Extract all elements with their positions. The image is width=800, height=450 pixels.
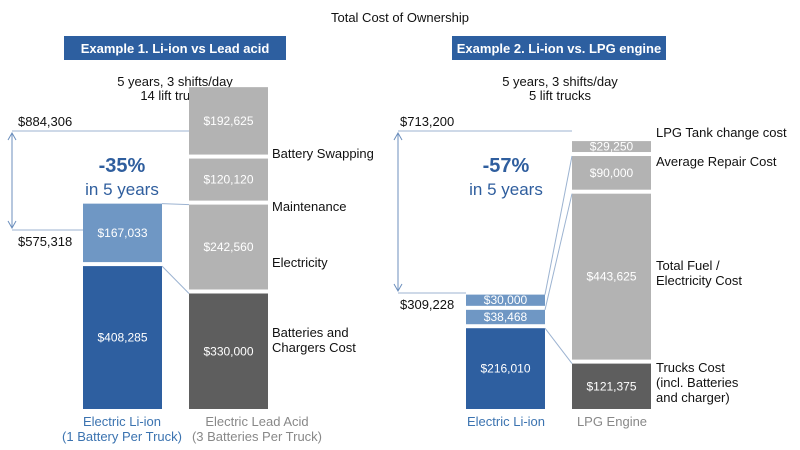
segment-label: Battery Swapping: [272, 146, 374, 161]
bar-value-label: $90,000: [590, 166, 634, 180]
reduction-period: in 5 years: [85, 180, 159, 199]
bar-value-label: $121,375: [586, 379, 636, 393]
bar-segment: [572, 193, 651, 360]
bar-value-label: $443,625: [586, 270, 636, 284]
bar-segment: [572, 156, 651, 190]
example-subtitle: 5 lift trucks: [529, 88, 592, 103]
category-label: Electric Lead Acid: [205, 414, 308, 429]
total-low: $309,228: [400, 297, 454, 312]
bar-value-label: $408,285: [97, 331, 147, 345]
example-banner-2: [452, 36, 666, 60]
bar-segment: [83, 203, 162, 263]
example-subtitle: 5 years, 3 shifts/day: [502, 74, 618, 89]
bar-segment: [83, 266, 162, 409]
segment-label: LPG Tank change cost: [656, 125, 787, 140]
bar-value-label: $242,560: [203, 240, 253, 254]
bar-segment: [189, 87, 268, 155]
connector-line: [544, 155, 573, 295]
segment-label: Electricity Cost: [656, 273, 742, 288]
total-low: $575,318: [18, 234, 72, 249]
example-banner-title: Example 1. Li-ion vs Lead acid: [81, 41, 270, 56]
segment-label: Average Repair Cost: [656, 154, 777, 169]
example-banner-title: Example 2. Li-ion vs. LPG engine: [457, 41, 661, 56]
category-label: Electric Li-ion: [83, 414, 161, 429]
bar-segment: [189, 158, 268, 201]
bar-value-label: $167,033: [97, 226, 147, 240]
category-label: (1 Battery Per Truck): [62, 429, 182, 444]
arrow-head-up: [393, 131, 403, 141]
category-label: LPG Engine: [577, 414, 647, 429]
arrow-head-up: [7, 131, 17, 141]
bar-segment: [466, 294, 545, 306]
bar-value-label: $30,000: [484, 293, 528, 307]
arrow-head-down: [7, 220, 17, 230]
bar-segment: [189, 293, 268, 409]
bar-segment: [189, 204, 268, 290]
total-high: $713,200: [400, 114, 454, 129]
bar-segment: [466, 328, 545, 409]
segment-label: Chargers Cost: [272, 340, 356, 355]
bar-value-label: $120,120: [203, 173, 253, 187]
segment-label: Total Fuel /: [656, 258, 720, 273]
reduction-percent: -57%: [483, 155, 530, 177]
reduction-period: in 5 years: [469, 180, 543, 199]
bar-segment: [466, 309, 545, 325]
category-label: (3 Batteries Per Truck): [192, 429, 322, 444]
example-subtitle: 5 years, 3 shifts/day: [117, 74, 233, 89]
bar-value-label: $29,250: [590, 140, 634, 154]
connector-line: [161, 203, 190, 206]
connector-line: [544, 193, 573, 310]
segment-label: Batteries and: [272, 325, 349, 340]
bar-segment: [572, 363, 651, 409]
example-banner-1: [64, 36, 286, 60]
bar-value-label: $192,625: [203, 114, 253, 128]
segment-label: (incl. Batteries: [656, 375, 739, 390]
segment-label: and charger): [656, 390, 730, 405]
bar-segment: [572, 141, 651, 153]
segment-label: Electricity: [272, 255, 328, 270]
reduction-percent: -35%: [99, 155, 146, 177]
arrow-head-down: [393, 283, 403, 293]
connector-line: [544, 327, 573, 364]
segment-label: Maintenance: [272, 199, 346, 214]
connector-line: [161, 265, 190, 294]
bar-value-label: $38,468: [484, 310, 528, 324]
chart-title: Total Cost of Ownership: [331, 10, 469, 25]
segment-label: Trucks Cost: [656, 360, 725, 375]
bar-value-label: $216,010: [480, 362, 530, 376]
total-high: $884,306: [18, 114, 72, 129]
category-label: Electric Li-ion: [467, 414, 545, 429]
bar-value-label: $330,000: [203, 344, 253, 358]
